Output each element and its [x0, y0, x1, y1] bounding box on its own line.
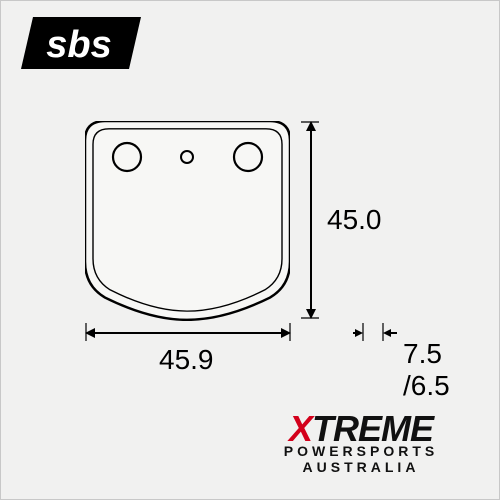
brake-pad-diagram	[85, 121, 290, 321]
thickness-top-value: 7.5	[403, 338, 442, 369]
arrow-left-icon	[383, 329, 391, 337]
xtreme-logo: XTREME POWERSPORTS AUSTRALIA	[241, 411, 481, 481]
height-value: 45.0	[327, 204, 382, 235]
sbs-logo-text: sbs	[46, 24, 111, 66]
xtreme-subtitle: POWERSPORTS AUSTRALIA	[241, 443, 481, 475]
thickness-bottom-value: /6.5	[403, 370, 450, 401]
arrow-right-icon	[355, 329, 363, 337]
width-dimension: 45.9	[79, 323, 297, 383]
sbs-logo: sbs	[21, 17, 141, 69]
width-value: 45.9	[159, 344, 214, 375]
thickness-dimension: 7.5 /6.5	[353, 323, 483, 413]
height-dimension: 45.0	[301, 121, 421, 321]
product-card: sbs 45.0 45.9	[0, 0, 500, 500]
